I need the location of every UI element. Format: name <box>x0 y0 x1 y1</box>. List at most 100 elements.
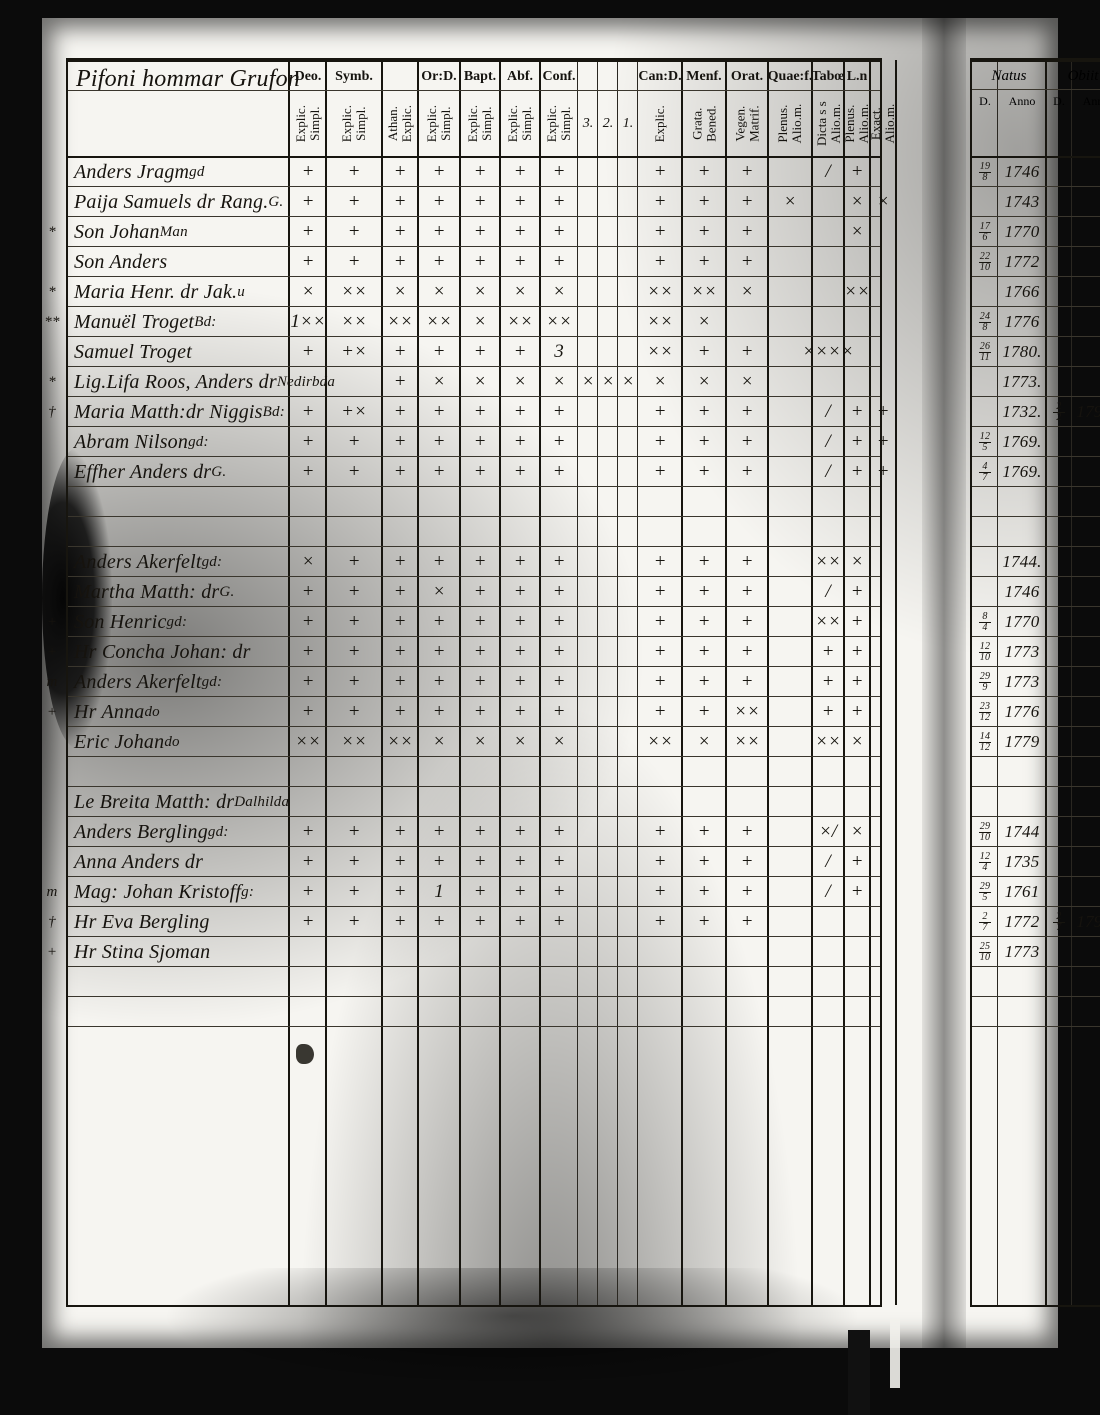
table-cell-mark: + <box>513 671 527 692</box>
table-cell-mark: + <box>301 851 315 872</box>
table-cell-mark: × <box>513 281 527 302</box>
table-cell-mark: ×× <box>815 551 841 572</box>
row-name-suffix: do <box>144 703 160 720</box>
table-cell-mark: + <box>552 461 566 482</box>
table-gridline-horizontal <box>972 276 1100 277</box>
table-row-label: Hr Eva Bergling <box>74 907 210 937</box>
table-cell-mark: + <box>347 821 361 842</box>
column-header-conf: Conf. <box>542 69 576 84</box>
table-cell-mark: + <box>301 161 315 182</box>
table-row-label: Lig.Lifa Roos, Anders dr Nedirbda <box>74 367 335 397</box>
table-gridline-horizontal <box>972 906 1100 907</box>
table-gridline-vertical <box>811 60 813 1305</box>
table-cell-mark: + <box>473 641 487 662</box>
table-cell-mark: + <box>653 551 667 572</box>
column-subheader: Vegen. Matrif. <box>732 105 761 143</box>
table-cell-mark: + <box>473 911 487 932</box>
book-gutter <box>922 18 966 1348</box>
table-cell-mark: + <box>513 911 527 932</box>
table-cell-mark: + <box>347 581 361 602</box>
table-gridline-horizontal <box>68 60 880 62</box>
table-cell-mark: + <box>347 911 361 932</box>
table-gridline-horizontal <box>972 396 1100 397</box>
table-cell-mark: + <box>393 461 407 482</box>
row-person-name: Anders Jragm <box>74 160 190 183</box>
table-gridline-horizontal <box>68 186 880 187</box>
table-gridline-horizontal <box>68 90 880 91</box>
row-name-suffix: g: <box>241 883 255 900</box>
table-gridline-horizontal <box>972 546 1100 547</box>
table-cell-mark: + <box>347 431 361 452</box>
table-gridline-horizontal <box>972 576 1100 577</box>
table-row-label: Anders Bergling gd: <box>74 817 229 847</box>
table-cell-mark: + <box>552 551 566 572</box>
row-margin-mark: * <box>48 283 56 300</box>
table-cell-mark: × <box>432 371 446 392</box>
table-gridline-horizontal <box>68 486 880 487</box>
natus-day-cell: 12 4 <box>979 850 991 873</box>
table-cell-mark: + <box>552 851 566 872</box>
table-cell-mark: + <box>432 701 446 722</box>
row-margin-mark: + <box>46 643 58 660</box>
column-header-bapt: Bapt. <box>463 69 497 84</box>
column-header-symb: Symb. <box>335 69 373 84</box>
table-cell-mark: + <box>821 701 835 722</box>
table-cell-mark: + <box>301 701 315 722</box>
table-cell-mark: × <box>393 281 407 302</box>
table-cell-mark: + <box>347 611 361 632</box>
row-name-suffix: gd: <box>188 433 209 450</box>
natus-day-cell: 22 10 <box>979 250 991 273</box>
table-cell-mark: × <box>473 311 487 332</box>
row-name-suffix: gd: <box>207 823 229 840</box>
table-row-label: Mag: Johan Kristoff g: <box>74 877 254 907</box>
table-cell-mark: ×× <box>691 281 717 302</box>
table-gridline-horizontal <box>68 966 880 967</box>
natus-year-cell: 1780. <box>1002 342 1042 361</box>
table-cell-mark: + <box>432 221 446 242</box>
table-gridline-horizontal <box>68 276 880 277</box>
table-cell-mark: × <box>552 731 566 752</box>
table-gridline-vertical <box>767 60 769 1305</box>
table-cell-mark: + <box>393 251 407 272</box>
table-gridline-vertical <box>381 60 383 1305</box>
table-cell-mark: + <box>850 671 864 692</box>
table-cell-mark: × <box>697 731 711 752</box>
natus-day-cell: 25 10 <box>979 940 991 963</box>
table-gridline-vertical <box>637 60 638 1305</box>
row-margin-mark: m <box>46 673 58 690</box>
table-cell-mark: + <box>653 401 667 422</box>
table-gridline-horizontal <box>972 726 1100 727</box>
table-cell-mark: ×× <box>341 311 367 332</box>
table-cell-mark: + <box>697 911 711 932</box>
natus-year-cell: 1773. <box>1002 372 1042 391</box>
table-cell-mark: + <box>876 431 890 452</box>
row-person-name: Maria Matth:dr Niggis <box>74 400 263 423</box>
table-cell-mark: + <box>301 191 315 212</box>
table-cell-mark: + <box>552 701 566 722</box>
table-cell-mark: + <box>393 641 407 662</box>
row-name-suffix: Dalhilda <box>234 793 290 810</box>
table-cell-mark: + <box>653 611 667 632</box>
table-cell-mark: + <box>513 581 527 602</box>
table-gridline-horizontal <box>68 306 880 307</box>
natus-day-cell: 23 12 <box>979 700 991 723</box>
table-row-label: Son Anders <box>74 247 167 277</box>
table-gridline-horizontal <box>68 426 880 427</box>
table-cell-mark: / <box>825 581 831 602</box>
table-cell-mark: + <box>740 641 754 662</box>
natus-year-cell: 1770 <box>1004 222 1040 241</box>
table-cell-mark: + <box>513 881 527 902</box>
table-cell-mark: + <box>697 461 711 482</box>
table-cell-mark: × <box>850 551 864 572</box>
table-cell-mark: + <box>740 251 754 272</box>
row-name-suffix: G. <box>219 583 235 600</box>
row-person-name: Hr Anna <box>74 700 145 723</box>
table-cell-mark: + <box>850 431 864 452</box>
table-cell-mark: + <box>697 821 711 842</box>
table-cell-mark: + <box>653 191 667 212</box>
table-cell-mark: + <box>393 431 407 452</box>
table-cell-mark: × <box>850 821 864 842</box>
table-cell-mark: + <box>876 401 890 422</box>
table-cell-mark: + <box>697 401 711 422</box>
